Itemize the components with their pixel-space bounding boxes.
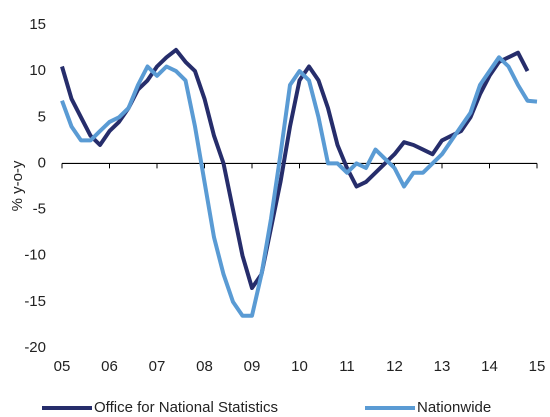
y-tick-label: 0 [38,154,46,171]
x-tick-label: 10 [291,358,308,375]
line-series [60,47,530,290]
y-tick-label: -5 [33,201,46,218]
y-tick-label: 5 [38,108,46,125]
legend-label: Nationwide [417,399,491,416]
y-axis-label: % y-o-y [9,160,26,211]
x-tick-label: 08 [196,358,213,375]
x-tick-label: 12 [386,358,403,375]
y-tick-label: -15 [24,293,46,310]
y-tick-label: 10 [29,62,46,79]
y-tick-label: -10 [24,247,46,264]
x-tick-label: 07 [149,358,166,375]
line-series [60,55,538,318]
x-tick-label: 15 [529,358,546,375]
x-tick-label: 05 [54,358,71,375]
x-tick-label: 11 [339,358,355,375]
x-tick-label: 06 [101,358,118,375]
x-tick-label: 09 [244,358,261,375]
y-tick-label: 15 [29,16,46,33]
x-tick-label: 14 [481,358,498,375]
x-tick-label: 13 [434,358,451,375]
y-tick-label: -20 [24,339,46,356]
legend-label: Office for National Statistics [94,399,278,416]
